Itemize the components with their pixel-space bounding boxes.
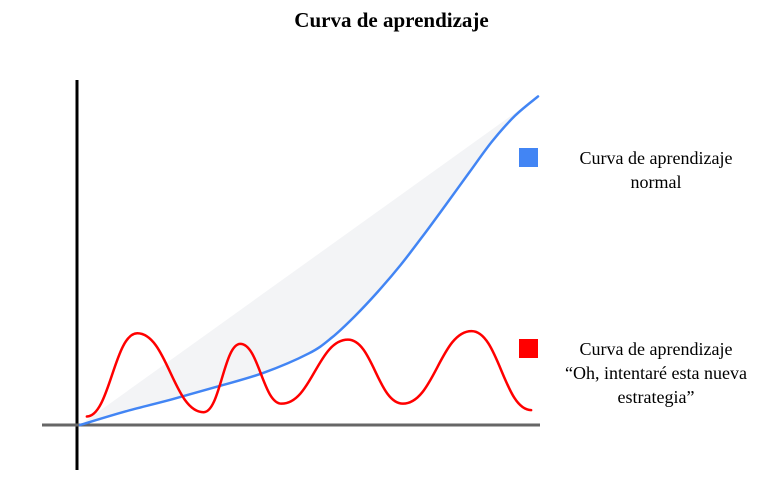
shaded-area-layer <box>80 96 538 425</box>
legend-swatch-strategy <box>519 339 538 358</box>
shaded-area <box>80 96 538 425</box>
chart-title: Curva de aprendizaje <box>294 8 489 32</box>
axes-layer <box>42 80 540 470</box>
legend-item-strategy: Curva de aprendizaje “Oh, intentaré esta … <box>519 337 766 409</box>
legend-item-normal: Curva de aprendizaje normal <box>519 146 766 194</box>
legend-swatch-normal <box>519 148 538 167</box>
legend-label-strategy: Curva de aprendizaje “Oh, intentaré esta … <box>565 339 747 407</box>
series-line-normal <box>78 95 540 427</box>
series-layer <box>78 95 540 427</box>
series-line-strategy <box>85 329 533 418</box>
legend-label-normal: Curva de aprendizaje normal <box>579 148 733 192</box>
